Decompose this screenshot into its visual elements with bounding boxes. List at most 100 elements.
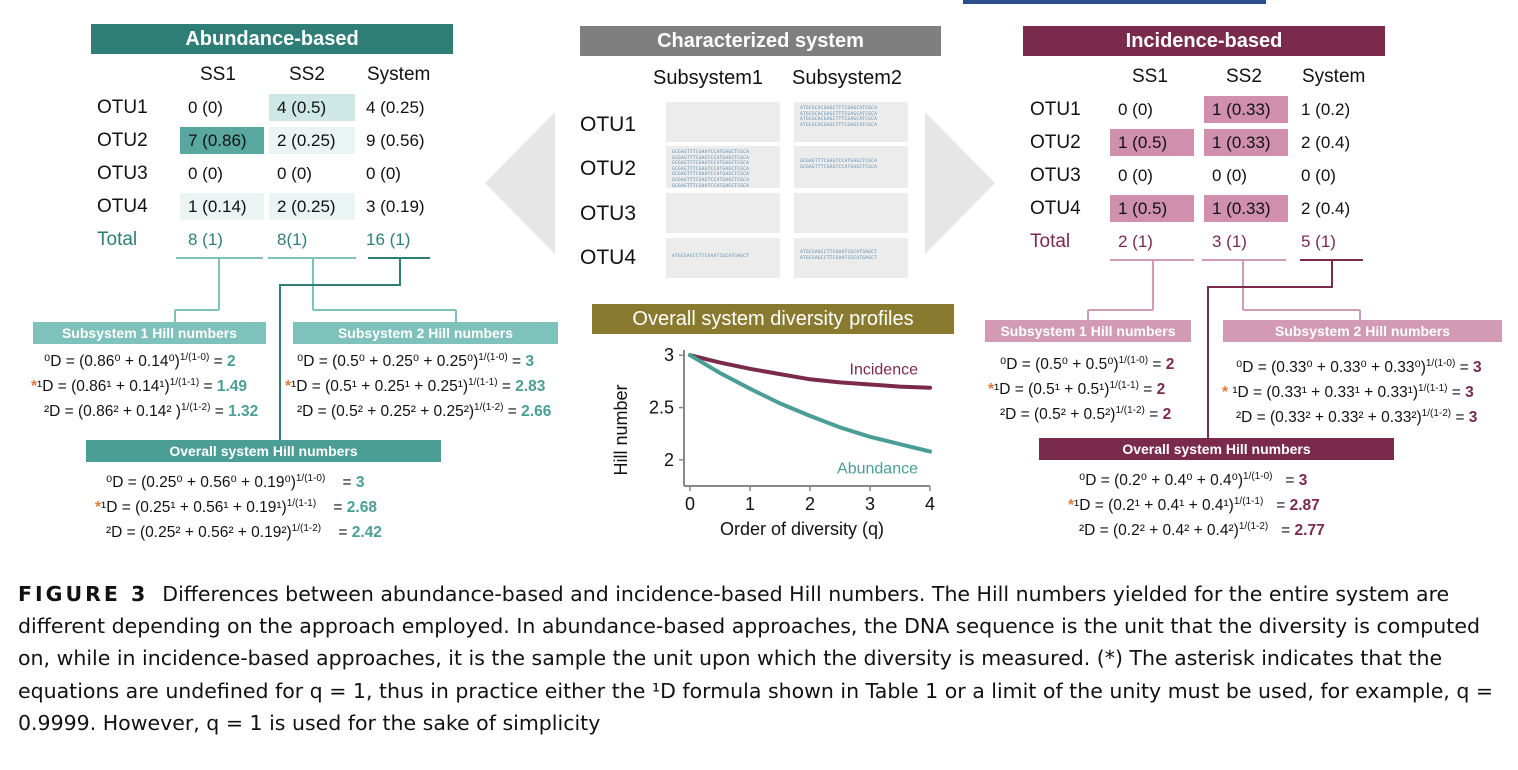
row-label: OTU3 [580,202,637,225]
abundance-table: SS1 SS2 System OTU1 0 (0) 4 (0.5) 4 (0.2… [97,58,452,256]
col-header-system: System [1302,65,1366,87]
incidence-ss2-title: Subsystem 2 Hill numbers [1223,320,1502,342]
table-row: OTU2 7 (0.86) 2 (0.25) 9 (0.56) [97,124,452,157]
row-label: OTU2 [580,157,637,180]
row-label: OTU2 [97,129,148,151]
series-line-incidence [688,353,932,390]
table-row-total: Total 2 (1) 3 (1) 5 (1) [1030,225,1387,258]
col-header-system: System [367,63,431,85]
table-cell: 4 (0.5) [269,94,355,121]
incidence-overall-title: Overall system Hill numbers [1039,438,1394,460]
incidence-table: SS1 SS2 System OTU1 0 (0) 1 (0.33) 1 (0.… [1030,60,1387,258]
table-cell: 0 (0) [1212,166,1247,185]
row-label: OTU2 [1030,131,1081,153]
incidence-connectors [1087,259,1363,438]
table-cell: 0 (0) [366,164,401,183]
table-cell: 0 (0) [188,98,223,117]
series-line-abundance [688,353,932,454]
table-cell: 0 (0) [188,164,223,183]
sequence-panel: GCGAGTTTCGAGTCCATGAGCTCGCA GCGAGTTTCGAGT… [794,146,908,188]
series-label-abundance: Abundance [837,460,918,477]
abundance-ss2-title: Subsystem 2 Hill numbers [293,322,558,344]
x-tick-label: 3 [865,494,875,514]
profiles-header: Overall system diversity profiles [592,304,954,334]
diversity-profile-chart: 0 1 2 3 4 2 2.5 3 Incidence Abundance Order of div… [611,345,935,539]
table-cell: 5 (1) [1301,232,1336,251]
figure-label: FIGURE 3 [18,582,149,606]
sequence-panel: GCGAGTTTCGAATCCATGAGCTCGCA GCGAGTTTCGAGT… [666,146,780,189]
table-cell: 2 (0.4) [1301,199,1351,218]
abundance-overall-title: Overall system Hill numbers [86,440,441,462]
sequence-panel: ATGCGAGCCTTCGAATCGCATGAGCT ATGCGAGCCTTCG… [794,238,908,278]
incidence-overall-equations: ⁰D = (0.2⁰ + 0.4⁰ + 0.4⁰)1/(1-0) = 3 *¹D… [1068,471,1325,540]
table-cell: 1 (0.14) [180,193,264,220]
row-label: OTU1 [580,113,637,136]
x-axis-label: Order of diversity (q) [720,519,884,539]
abundance-connectors [174,257,457,440]
table-cell: 2 (0.25) [269,127,355,154]
y-tick-label: 2 [664,450,674,470]
incidence-ss2-equations: ⁰D = (0.33⁰ + 0.33⁰ + 0.33⁰)1/(1-0) = 3 … [1222,358,1482,427]
series-label-incidence: Incidence [850,362,919,379]
sequence-panel [666,193,780,233]
table-row: OTU4 1 (0.14) 2 (0.25) 3 (0.19) [97,190,452,223]
col-header-ss2: SS2 [289,63,325,85]
table-row: OTU3 0 (0) 0 (0) 0 (0) [97,157,452,190]
table-cell: 16 (1) [366,230,411,249]
table-cell: 1 (0.33) [1204,129,1288,156]
x-tick-label: 4 [925,494,935,514]
y-tick-label: 2.5 [649,398,674,418]
sequence-panel [794,193,908,233]
figure-caption: FIGURE 3 Differences between abundance-ba… [18,578,1503,739]
incidence-ss1-equations: ⁰D = (0.5⁰ + 0.5⁰)1/(1-0) = 2 *¹D = (0.5… [988,355,1175,424]
y-axis-label: Hill number [611,384,631,475]
x-tick-label: 1 [745,494,755,514]
row-label: OTU3 [1030,164,1081,186]
table-cell: 0 (0) [1118,166,1153,185]
table-cell: 8(1) [277,230,308,249]
table-row: OTU3 0 (0) 0 (0) 0 (0) [1030,159,1387,192]
table-cell: 1 (0.33) [1204,96,1288,123]
sequence-panel [666,102,780,142]
table-cell: 0 (0) [277,164,312,183]
table-cell: 3 (0.19) [366,197,425,216]
abundance-ss1-title: Subsystem 1 Hill numbers [33,322,266,344]
incidence-header: Incidence-based [1023,26,1385,56]
col-header-ss1: SS1 [200,63,236,85]
y-tick-label: 3 [664,345,674,365]
row-label: Total [1030,230,1071,252]
table-cell: 1 (0.5) [1110,129,1194,156]
row-label: OTU4 [580,246,637,269]
col-header-subsystem2: Subsystem2 [792,67,903,89]
characterized-header: Characterized system [580,26,941,56]
x-tick-label: 0 [685,494,695,514]
row-label: OTU1 [97,96,148,118]
abundance-overall-equations: ⁰D = (0.25⁰ + 0.56⁰ + 0.19⁰)1/(1-0) = 3 … [95,473,382,542]
table-row: OTU1 0 (0) 4 (0.5) 4 (0.25) [97,91,452,124]
row-label: OTU1 [1030,98,1081,120]
sequence-panel: ATGCGCACGAGCTTTCGAGCATCGCA ATGCGCACGAGCT… [794,102,908,142]
table-row: OTU1 0 (0) 1 (0.33) 1 (0.2) [1030,93,1387,126]
table-cell: 2 (0.4) [1301,133,1351,152]
table-cell: 1 (0.5) [1110,195,1194,222]
table-cell: 4 (0.25) [366,98,425,117]
left-arrow-shape [485,112,555,254]
abundance-ss2-equations: ⁰D = (0.5⁰ + 0.25⁰ + 0.25⁰)1/(1-0) = 3 *… [285,352,552,421]
table-cell: 8 (1) [188,230,223,249]
table-cell: 7 (0.86) [180,127,264,154]
sequence-panel: ATGCGAGCCTTCGAATCGCATGAGCT [666,238,780,278]
incidence-ss1-title: Subsystem 1 Hill numbers [985,320,1191,342]
row-label: OTU3 [97,162,148,184]
right-arrow-shape [925,112,995,254]
col-header-ss1: SS1 [1132,65,1168,87]
caption-text: Differences between abundance-based and … [18,582,1494,735]
table-row: OTU2 1 (0.5) 1 (0.33) 2 (0.4) [1030,126,1387,159]
top-edge-bar [963,0,1266,4]
col-header-subsystem1: Subsystem1 [653,67,764,89]
x-tick-label: 2 [805,494,815,514]
abundance-header: Abundance-based [91,24,453,54]
table-cell: 0 (0) [1301,166,1336,185]
table-row: OTU4 1 (0.5) 1 (0.33) 2 (0.4) [1030,192,1387,225]
table-cell: 2 (1) [1118,232,1153,251]
row-label: Total [97,228,138,250]
